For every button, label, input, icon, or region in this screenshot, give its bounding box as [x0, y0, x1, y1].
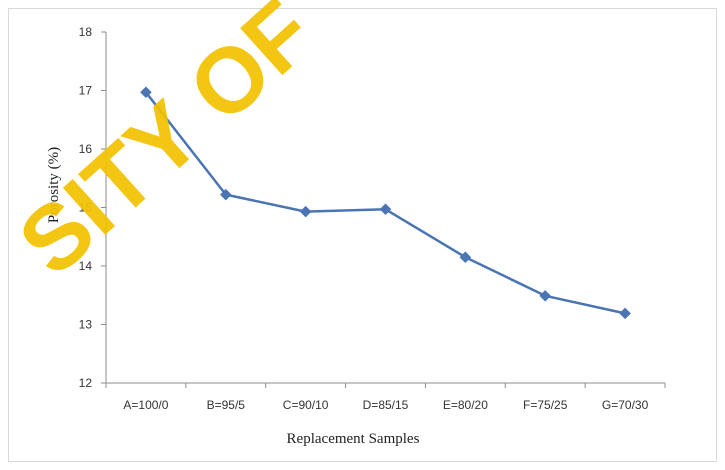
x-axis-title: Replacement Samples [287, 431, 420, 447]
x-tick-label: G=70/30 [602, 398, 649, 412]
x-tick-label: A=100/0 [123, 398, 168, 412]
y-axis-title: Porosity (%) [46, 147, 62, 223]
y-tick-label: 12 [79, 376, 93, 390]
data-point-marker [379, 203, 392, 216]
y-axis-ticks: 12 13 14 15 16 17 18 [79, 25, 106, 390]
chart-frame [8, 8, 717, 462]
x-tick-label: F=75/25 [523, 398, 568, 412]
y-tick-label: 17 [79, 84, 93, 98]
y-tick-label: 16 [79, 142, 93, 156]
y-tick-label: 15 [79, 201, 93, 215]
x-tick-label: E=80/20 [443, 398, 488, 412]
data-point-marker [219, 188, 232, 201]
series-layer [140, 86, 631, 320]
y-tick-label: 13 [79, 318, 93, 332]
y-tick-label: 14 [79, 259, 93, 273]
x-tick-label: D=85/15 [363, 398, 409, 412]
data-point-marker [619, 307, 631, 320]
data-point-marker [299, 205, 312, 218]
x-axis-ticks: A=100/0 B=95/5 C=90/10 D=85/15 E=80/20 F=75/2… [105, 383, 666, 412]
data-point-marker [539, 289, 552, 302]
x-tick-label: B=95/5 [207, 398, 246, 412]
data-point-marker [140, 86, 152, 99]
y-tick-label: 18 [79, 25, 93, 39]
data-point-marker [459, 251, 472, 264]
x-tick-label: C=90/10 [283, 398, 329, 412]
